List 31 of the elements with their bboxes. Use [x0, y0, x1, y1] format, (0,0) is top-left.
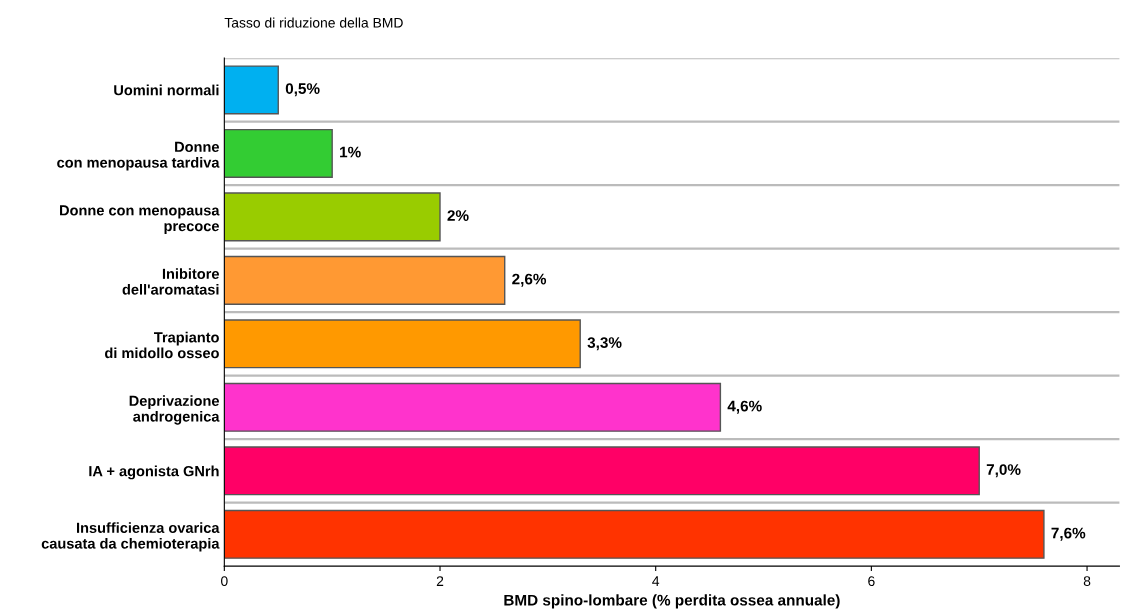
y-tick-label: Donne con menopausa tardiva: [57, 141, 220, 171]
data-label: 2,6%: [512, 273, 547, 287]
data-label: 2%: [447, 210, 469, 221]
data-label: 7,6%: [1051, 527, 1086, 541]
x-tick-label: 8: [1083, 576, 1091, 587]
chart-title: Tasso di riduzione della BMD: [224, 17, 403, 28]
bar: [224, 192, 441, 242]
x-axis-title: BMD spino-lombare (% perdita ossea annuale): [504, 594, 840, 609]
data-label: 3,3%: [587, 337, 622, 351]
data-label: 7,0%: [986, 464, 1021, 478]
bar: [224, 255, 506, 305]
x-tick-label: 2: [436, 576, 444, 586]
x-tick-label: 0: [221, 576, 228, 587]
data-label: 4,6%: [727, 400, 762, 414]
bar: [224, 319, 581, 369]
y-tick-label: IA + agonista GNrh: [89, 465, 219, 480]
y-tick-label: Trapianto di midollo osseo: [105, 331, 219, 359]
bar: [224, 65, 279, 115]
x-tick-label: 4: [652, 576, 660, 586]
y-tick-label: Deprivazione androgenica: [129, 395, 220, 425]
bar: [224, 128, 333, 178]
data-label: 0,5%: [285, 83, 320, 97]
data-label: 1%: [340, 146, 361, 158]
x-tick-label: 6: [868, 576, 875, 587]
bar: [224, 382, 722, 432]
bar: [224, 509, 1045, 559]
bar: [224, 446, 980, 496]
y-tick-label: Inibitore dell'aromatasi: [122, 268, 219, 295]
y-tick-label: Donne con menopausa precoce: [60, 205, 220, 235]
y-tick-label: Insufficienza ovarica causata da chemioterapia: [41, 522, 220, 552]
y-tick-label: Uomini normali: [114, 84, 219, 96]
